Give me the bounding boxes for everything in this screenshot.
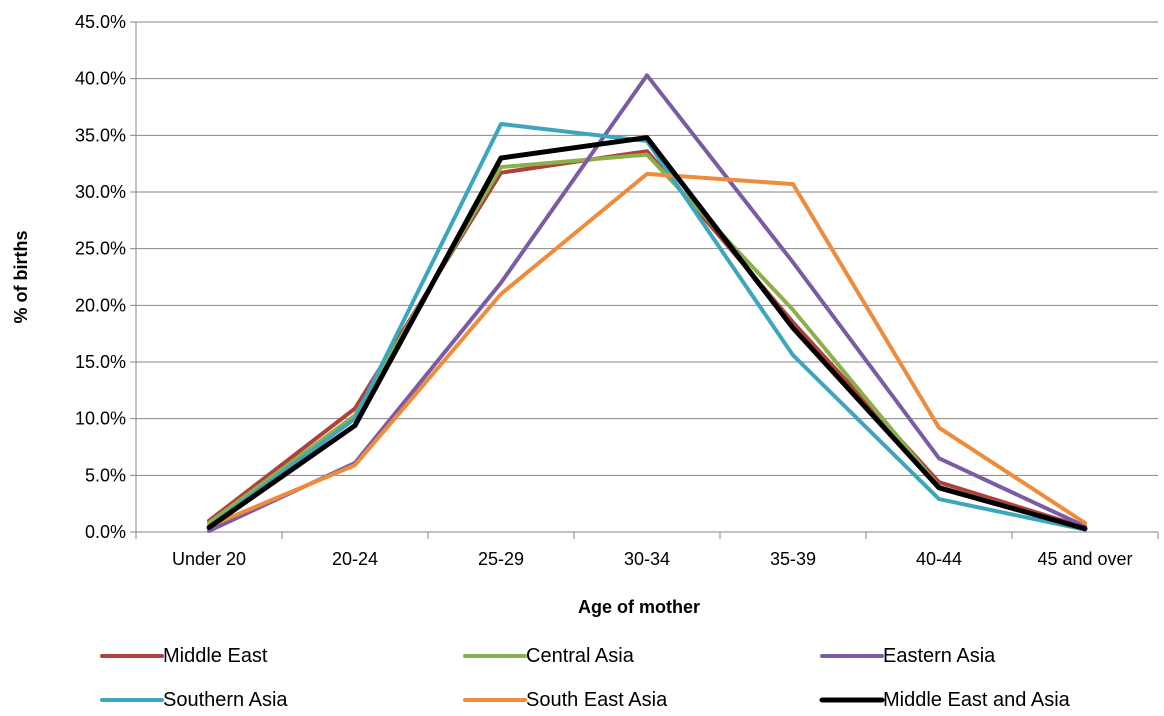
y-tick-label: 10.0% [75,409,126,429]
legend-label: Central Asia [526,645,635,667]
x-axis-title: Age of mother [578,597,700,617]
y-tick-label: 40.0% [75,69,126,89]
x-axis: Under 20 20-24 25-29 30-34 35-39 40-44 45 and … [135,22,1159,569]
legend: Middle East Central Asia Eastern Asia South… [100,645,1071,711]
x-tick-label: 20-24 [332,549,378,569]
series-lines [206,73,1088,533]
series-line-5 [206,135,1088,532]
series-line-4 [207,171,1087,529]
y-tick-label: 35.0% [75,125,126,145]
y-axis-ticks: 0.0% 5.0% 10.0% 15.0% 20.0% 25.0% 30.0% 35.0% 40… [75,12,136,542]
x-tick-label: 45 and over [1037,549,1132,569]
gridlines [136,21,1158,533]
y-tick-label: 30.0% [75,182,126,202]
x-tick-label: 25-29 [478,549,524,569]
legend-label: South East Asia [526,689,668,711]
y-tick-label: 45.0% [75,12,126,32]
x-tick-label: 40-44 [916,549,962,569]
y-tick-label: 15.0% [75,352,126,372]
x-tick-label: Under 20 [172,549,246,569]
legend-label: Middle East and Asia [883,689,1071,711]
legend-label: Southern Asia [163,689,288,711]
y-axis-title: % of births [11,231,31,324]
series-line-0 [207,149,1087,530]
y-tick-label: 20.0% [75,295,126,315]
legend-label: Eastern Asia [883,645,996,667]
x-tick-label: 35-39 [770,549,816,569]
y-tick-label: 25.0% [75,239,126,259]
legend-label: Middle East [163,645,268,667]
y-tick-label: 0.0% [85,522,126,542]
y-tick-label: 5.0% [85,465,126,485]
x-tick-label: 30-34 [624,549,670,569]
